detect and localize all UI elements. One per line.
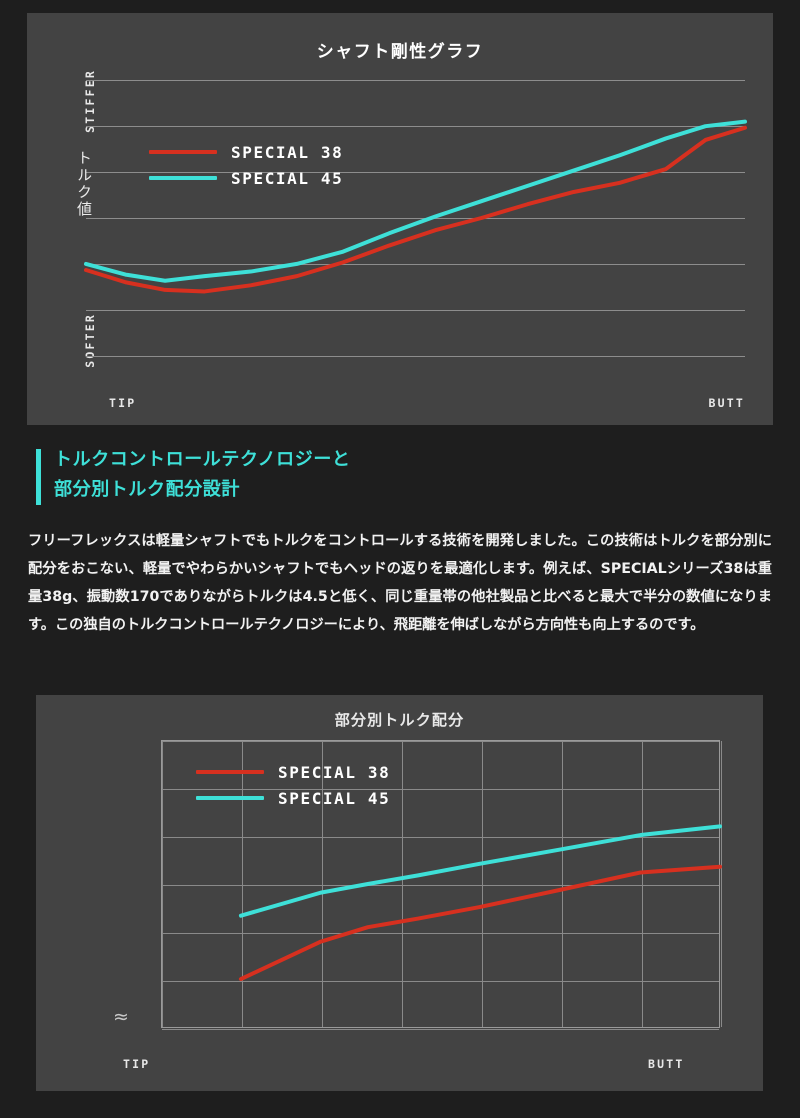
legend-item: SPECIAL 38 [196,759,390,785]
chart1-series-line [86,122,745,281]
chart1-title: シャフト剛性グラフ [316,42,484,62]
chart1-series-line [86,128,745,292]
legend-swatch-special-38 [196,770,264,774]
chart2-gridline-vertical [162,741,163,1027]
chart2-gridline-horizontal [162,1029,719,1030]
chart1-gridline [86,172,745,174]
chart2-gridline-vertical [401,741,403,1027]
chart2-gridline-horizontal [162,885,719,886]
chart2-gridline-vertical [241,741,243,1027]
torque-technology-section: トルクコントロールテクノロジーと 部分別トルク配分設計 フリーフレックスは軽量シ… [0,445,800,639]
chart2-title: 部分別トルク配分 [334,711,465,729]
chart2-gridline-vertical [561,741,563,1027]
chart2-gridline-horizontal [162,788,719,790]
torque-heading: トルクコントロールテクノロジーと 部分別トルク配分設計 [36,445,800,505]
torque-heading-line-2: 部分別トルク配分設計 [54,479,240,500]
torque-heading-line-1: トルクコントロールテクノロジーと [54,449,351,470]
chart2-gridline-horizontal [162,836,719,838]
legend-item: SPECIAL 45 [149,165,343,191]
chart2-gridline-horizontal [162,741,719,742]
chart2-legend: SPECIAL 38 SPECIAL 45 [196,759,390,811]
chart2-y-axis-label: トルク値 [75,150,93,218]
chart1-gridline [86,126,745,128]
chart2-plot-area [161,740,722,1030]
chart1-plot-area [86,65,745,371]
legend-label-special-45: SPECIAL 45 [231,168,344,188]
shaft-stiffness-chart-panel: シャフト剛性グラフ STIFFER SOFTER TIP BUTT SPECIA… [27,13,773,425]
chart1-gridline [86,263,745,265]
chart2-lines-svg [161,740,720,1028]
torque-distribution-chart-panel: 部分別トルク配分 SPECIAL 38 SPECIAL 45 [36,695,763,1091]
chart2-series-line [241,867,720,979]
legend-item: SPECIAL 38 [149,139,343,165]
chart1-lines-svg [86,65,745,371]
chart2-gridlines [161,740,722,1030]
chart1-gridline [86,218,745,219]
heading-accent-bar [36,449,41,505]
chart1-gridline [86,355,745,357]
chart2-gridline-horizontal [162,932,719,934]
chart2-gridline-horizontal [162,980,719,982]
chart2-gridline-vertical [641,741,643,1027]
legend-item: SPECIAL 45 [196,785,390,811]
chart2-gridline-vertical [481,741,483,1027]
axis-break-icon: ≈ [113,1006,129,1028]
chart1-x-axis-right-label: BUTT [708,396,745,410]
chart2-gridline-vertical [721,741,722,1027]
torque-body-paragraph: フリーフレックスは軽量シャフトでもトルクをコントロールする技術を開発しました。こ… [28,533,772,633]
chart2-gridline-vertical [321,741,323,1027]
legend-label-special-38: SPECIAL 38 [278,762,391,782]
chart2-series-line [241,826,720,915]
legend-label-special-45: SPECIAL 45 [278,788,391,808]
chart1-x-axis-left-label: TIP [109,396,137,410]
legend-swatch-special-45 [149,176,217,180]
chart1-gridline [86,309,745,311]
legend-swatch-special-45 [196,796,264,800]
chart2-x-axis-left-label: TIP [123,1057,151,1071]
legend-swatch-special-38 [149,150,217,154]
chart1-legend: SPECIAL 38 SPECIAL 45 [149,139,343,191]
chart2-x-axis-right-label: BUTT [648,1057,685,1071]
chart1-gridline [86,80,745,82]
legend-label-special-38: SPECIAL 38 [231,142,344,162]
